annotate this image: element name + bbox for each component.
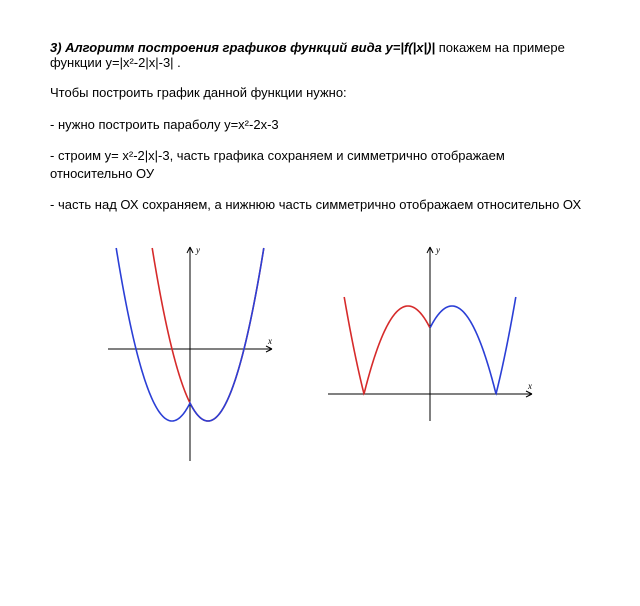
title-bold: 3) Алгоритм построения графиков функций … (50, 40, 435, 55)
svg-text:y: y (435, 245, 440, 255)
svg-text:x: x (267, 336, 272, 346)
svg-text:y: y (195, 245, 200, 255)
chart-right: xy (320, 239, 540, 469)
paragraph-2: - нужно построить параболу y=x²-2x-3 (50, 116, 590, 134)
paragraph-1: Чтобы построить график данной функции ну… (50, 84, 590, 102)
paragraph-4: - часть над ОХ сохраняем, а нижнюю часть… (50, 196, 590, 214)
title-line: 3) Алгоритм построения графиков функций … (50, 40, 590, 70)
chart-right-svg: xy (320, 239, 540, 429)
paragraph-3: - строим y= x²-2|x|-3, часть графика сох… (50, 147, 590, 182)
svg-text:x: x (527, 381, 532, 391)
charts-row: xy xy (50, 239, 590, 469)
page-root: 3) Алгоритм построения графиков функций … (0, 0, 640, 606)
chart-left: xy (100, 239, 280, 469)
chart-left-svg: xy (100, 239, 280, 469)
